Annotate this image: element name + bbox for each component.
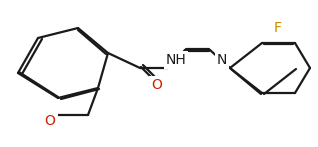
Text: N: N: [217, 53, 227, 67]
Text: O: O: [152, 78, 162, 92]
Text: F: F: [274, 21, 282, 35]
Text: O: O: [45, 114, 55, 128]
Text: NH: NH: [166, 53, 186, 67]
